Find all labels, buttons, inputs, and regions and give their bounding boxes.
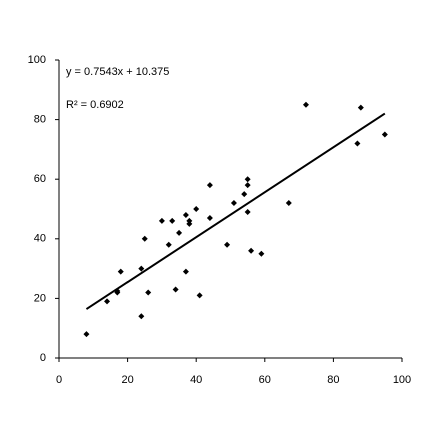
point xyxy=(138,265,145,272)
point xyxy=(182,268,189,275)
x-tick-label: 20 xyxy=(121,374,133,386)
point xyxy=(182,211,189,218)
point xyxy=(224,241,231,248)
x-tick-label: 80 xyxy=(327,374,339,386)
point xyxy=(244,208,251,215)
trendline-equation: y = 0.7543x + 10.375 xyxy=(66,66,169,78)
y-tick-label: 20 xyxy=(34,292,46,304)
point xyxy=(104,298,111,305)
point xyxy=(357,104,364,111)
y-tick-label: 0 xyxy=(40,352,46,364)
point xyxy=(302,101,309,108)
y-tick-label: 100 xyxy=(28,54,46,66)
point xyxy=(172,286,179,293)
point xyxy=(248,247,255,254)
y-tick-label: 80 xyxy=(34,114,46,126)
x-tick-label: 40 xyxy=(190,374,202,386)
trendline xyxy=(85,112,386,310)
point xyxy=(206,214,213,221)
point xyxy=(165,241,172,248)
point xyxy=(169,217,176,224)
point xyxy=(381,131,388,138)
point xyxy=(117,268,124,275)
x-tick-label: 100 xyxy=(393,374,411,386)
x-tick-label: 0 xyxy=(56,374,62,386)
point xyxy=(241,191,248,198)
point xyxy=(285,200,292,207)
x-tick-label: 60 xyxy=(259,374,271,386)
y-tick-label: 60 xyxy=(34,173,46,185)
point xyxy=(354,140,361,147)
point xyxy=(186,220,193,227)
point xyxy=(83,331,90,338)
point xyxy=(176,229,183,236)
point xyxy=(138,313,145,320)
y-tick-label: 40 xyxy=(34,233,46,245)
point xyxy=(141,235,148,242)
point xyxy=(193,206,200,212)
point xyxy=(206,182,213,189)
point xyxy=(244,176,251,183)
r-squared-label: R² = 0.6902 xyxy=(66,99,124,111)
point xyxy=(230,200,237,207)
point xyxy=(196,292,203,299)
point xyxy=(145,289,152,296)
point xyxy=(158,217,165,224)
point xyxy=(244,182,251,189)
point xyxy=(258,250,265,257)
